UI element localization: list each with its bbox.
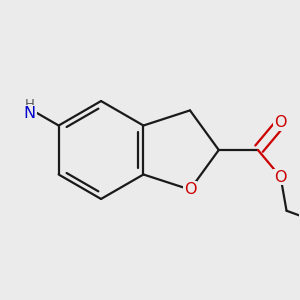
Text: N: N bbox=[24, 106, 36, 121]
Text: H: H bbox=[25, 98, 35, 111]
Text: O: O bbox=[274, 169, 287, 184]
Text: O: O bbox=[184, 182, 196, 197]
Text: O: O bbox=[274, 116, 287, 130]
